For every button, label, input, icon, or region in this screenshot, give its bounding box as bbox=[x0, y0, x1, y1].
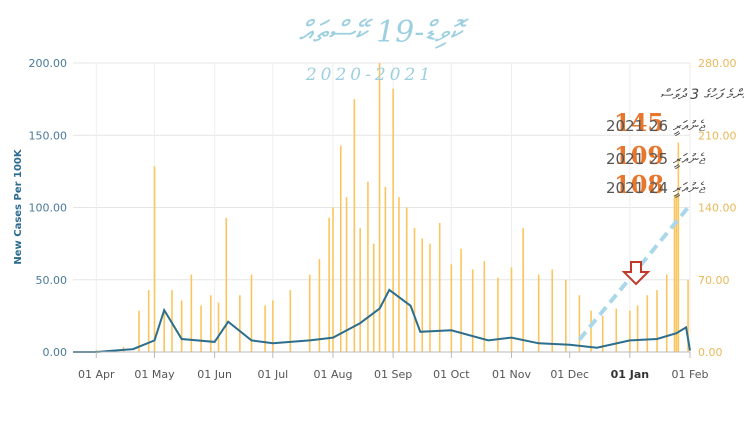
grid bbox=[73, 62, 691, 353]
bar-series bbox=[95, 63, 689, 352]
bar bbox=[537, 274, 540, 352]
bar bbox=[190, 274, 193, 352]
bar bbox=[551, 269, 554, 352]
x-tick-label: 01 Jul bbox=[257, 368, 288, 381]
bar bbox=[656, 290, 658, 352]
bar bbox=[384, 186, 387, 352]
chart-subtitle: 2020-2021 bbox=[305, 65, 434, 85]
axes: 0.00 0.00 50.00 70.00 100.00 140.00 150.00 210.… bbox=[29, 57, 737, 381]
stat-text-3: ޖެނުއަރީ 24 2021 bbox=[606, 179, 706, 197]
annotation-box: އެންމެ ފަހުގެ 3 ދުވަސް 145 ޖެނުއަރީ 26 2… bbox=[606, 87, 744, 199]
x-tick-label: 01 May bbox=[134, 368, 175, 381]
y-axis-label: New Cases Per 100K bbox=[13, 148, 24, 265]
bar bbox=[250, 274, 253, 352]
bar bbox=[289, 290, 292, 352]
bar bbox=[367, 181, 369, 352]
bar bbox=[565, 279, 567, 352]
x-tick-label: 01 Sep bbox=[374, 368, 412, 381]
y-tick-left: 150.00 bbox=[29, 129, 68, 142]
bar bbox=[615, 308, 618, 352]
y-tick-left: 100.00 bbox=[29, 202, 68, 215]
y-tick-left: 0.00 bbox=[43, 346, 68, 359]
bar bbox=[138, 310, 140, 352]
bar bbox=[636, 305, 639, 352]
bar bbox=[578, 295, 581, 352]
bar bbox=[308, 274, 311, 352]
bar bbox=[200, 305, 202, 352]
bar bbox=[438, 222, 441, 352]
bar bbox=[217, 302, 220, 352]
bar bbox=[629, 310, 631, 352]
bar bbox=[239, 295, 241, 352]
stat-text-2: ޖެނުއަރީ 25 2021 bbox=[606, 150, 706, 168]
bar bbox=[429, 243, 431, 352]
x-tick-label: 01 Jan bbox=[611, 368, 649, 381]
bar bbox=[646, 295, 649, 352]
chart-title: ކޮވިޑް-19 ކޭސްތައް bbox=[299, 15, 470, 50]
arrow-icon bbox=[621, 261, 651, 286]
bar bbox=[147, 290, 150, 352]
y-tick-left: 200.00 bbox=[29, 57, 68, 70]
bar bbox=[95, 349, 98, 352]
bar bbox=[359, 228, 361, 352]
stat-text-1: ޖެނުއަރީ 26 2021 bbox=[606, 117, 706, 135]
bar bbox=[590, 310, 592, 352]
bar bbox=[372, 243, 375, 352]
bar bbox=[450, 264, 453, 352]
bar bbox=[677, 142, 680, 352]
bar bbox=[398, 197, 400, 352]
series-line bbox=[73, 288, 691, 353]
stat-value-3: 108 bbox=[614, 170, 664, 199]
stat-value-2: 109 bbox=[614, 141, 664, 170]
y-tick-right: 280.00 bbox=[698, 57, 737, 70]
bar bbox=[353, 99, 356, 352]
x-tick-label: 01 Feb bbox=[672, 368, 709, 381]
bar bbox=[460, 248, 462, 352]
bar bbox=[497, 277, 499, 352]
bar bbox=[339, 145, 342, 352]
bar bbox=[378, 63, 381, 352]
bar bbox=[209, 295, 212, 352]
annotation-header: އެންމެ ފަހުގެ 3 ދުވަސް bbox=[660, 87, 744, 103]
x-tick-label: 01 Dec bbox=[550, 368, 589, 381]
y-tick-right: 140.00 bbox=[698, 202, 737, 215]
bar bbox=[392, 88, 394, 352]
x-tick-label: 01 Oct bbox=[433, 368, 470, 381]
x-tick-label: 01 Jun bbox=[197, 368, 232, 381]
bar bbox=[687, 279, 689, 352]
bar bbox=[665, 274, 668, 352]
y-tick-right: 70.00 bbox=[698, 274, 730, 287]
line-series bbox=[73, 288, 691, 353]
bar bbox=[328, 217, 330, 352]
bar bbox=[332, 207, 334, 352]
bar bbox=[163, 310, 165, 352]
y-tick-left: 50.00 bbox=[36, 274, 68, 287]
bar bbox=[601, 315, 604, 352]
y-tick-right: 0.00 bbox=[698, 346, 723, 359]
bar bbox=[272, 300, 274, 352]
bar bbox=[180, 300, 183, 352]
bar bbox=[153, 166, 156, 352]
bar bbox=[318, 259, 321, 352]
bar bbox=[413, 228, 416, 352]
bar bbox=[522, 228, 524, 352]
stat-value-1: 145 bbox=[614, 108, 664, 137]
bar bbox=[421, 238, 424, 352]
bar bbox=[673, 195, 676, 352]
bar bbox=[405, 207, 408, 352]
bar bbox=[345, 197, 348, 352]
bar bbox=[675, 194, 678, 352]
y-tick-right: 210.00 bbox=[698, 129, 737, 142]
bar bbox=[264, 305, 266, 352]
bar bbox=[225, 217, 228, 352]
bar bbox=[510, 267, 513, 352]
bar bbox=[483, 261, 486, 352]
bar bbox=[471, 269, 474, 352]
x-tick-label: 01 Nov bbox=[492, 368, 531, 381]
x-tick-label: 01 Apr bbox=[78, 368, 115, 381]
x-tick-label: 01 Aug bbox=[314, 368, 353, 381]
